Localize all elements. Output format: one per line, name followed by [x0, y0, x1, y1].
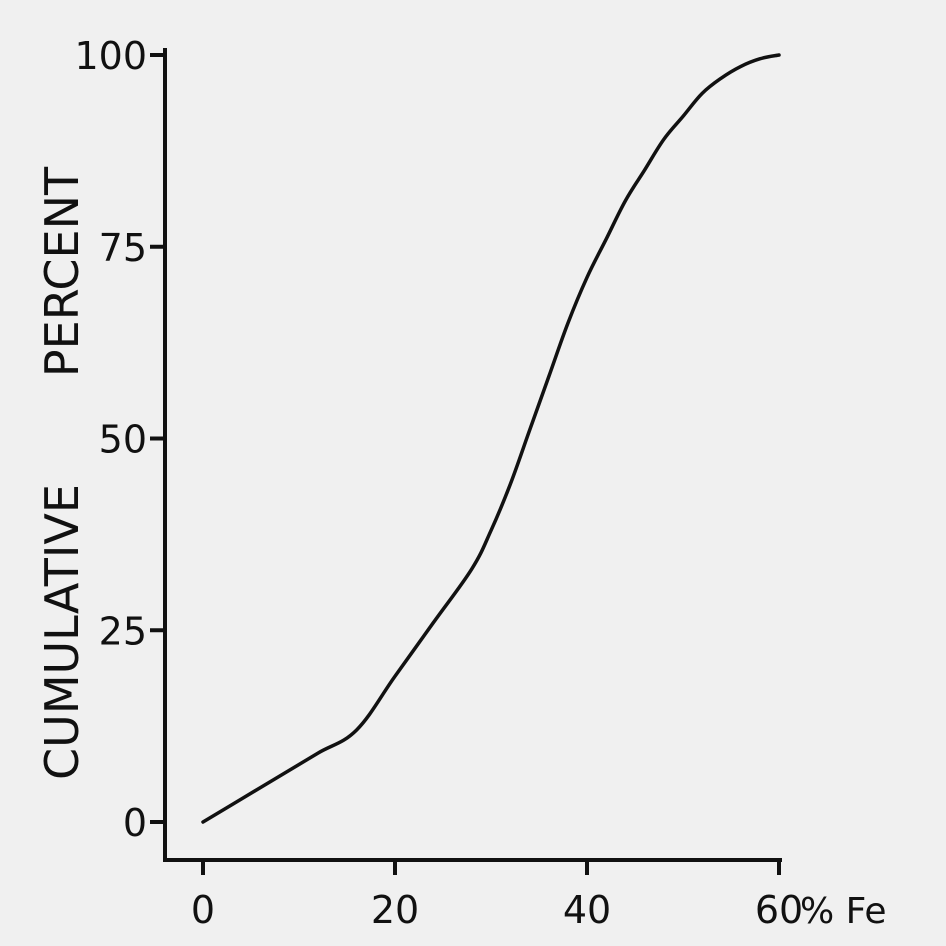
- x-ticks: 0 20 40 60: [191, 860, 803, 932]
- axes: [163, 48, 782, 862]
- x-tick-label: 0: [191, 888, 215, 932]
- x-tick-label: 60: [755, 888, 803, 932]
- y-tick-label: 0: [123, 801, 147, 845]
- y-tick-label: 75: [99, 226, 147, 270]
- y-axis-label: CUMULATIVE PERCENT: [35, 166, 89, 780]
- x-tick-label: 40: [563, 888, 611, 932]
- y-tick-label: 50: [99, 418, 147, 462]
- y-ticks: 0 25 50 75 100: [74, 34, 165, 845]
- cumulative-curve-series-line: [201, 53, 781, 824]
- y-tick-label: 25: [99, 609, 147, 653]
- x-tick-label: 20: [371, 888, 419, 932]
- y-axis-label-part-2: PERCENT: [35, 166, 89, 377]
- y-tick-label: 100: [74, 34, 147, 78]
- y-axis-label-part-1: CUMULATIVE: [35, 484, 89, 780]
- x-axis-label: % Fe: [800, 891, 887, 932]
